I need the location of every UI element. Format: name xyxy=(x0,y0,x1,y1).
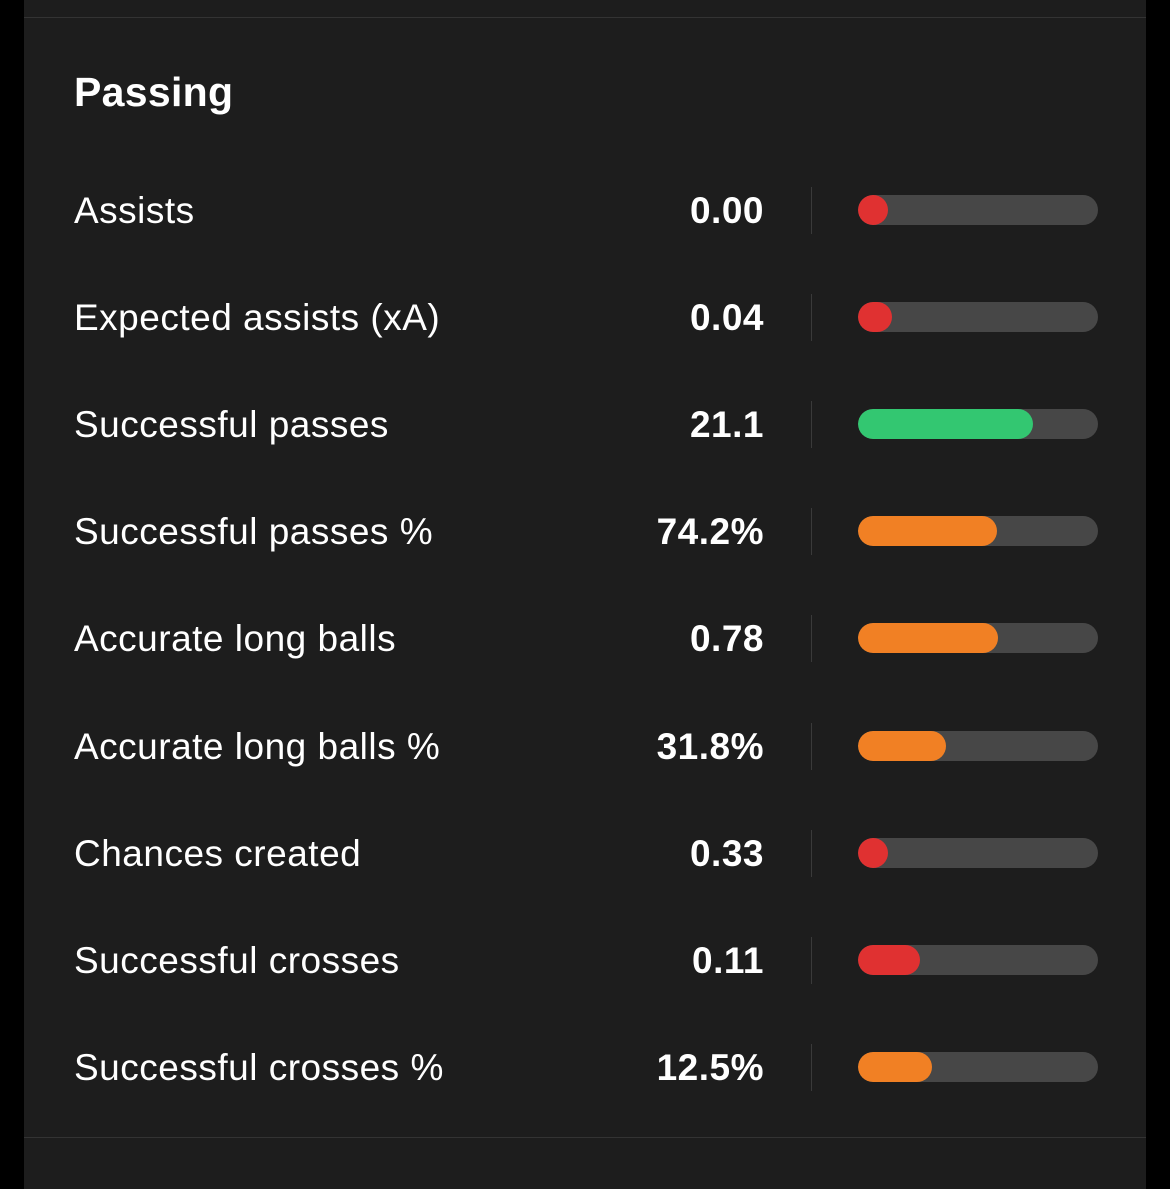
top-divider xyxy=(24,17,1146,18)
percentile-bar-track xyxy=(858,944,1098,975)
percentile-bar-track xyxy=(858,409,1098,440)
percentile-bar-fill xyxy=(858,730,946,761)
stat-value: 12.5% xyxy=(656,1046,764,1088)
stat-label: Successful passes xyxy=(74,404,389,446)
stat-label: Accurate long balls % xyxy=(74,725,441,767)
stat-label: Accurate long balls xyxy=(74,618,397,660)
stat-separator xyxy=(811,722,812,770)
passing-stats-card: Passing Assists 0.00 Expected assists (xA)… xyxy=(24,0,1146,1189)
stat-row-successful-passes[interactable]: Successful passes % 74.2% xyxy=(24,478,1146,585)
stat-label: Assists xyxy=(74,190,195,231)
percentile-bar-track xyxy=(858,623,1098,654)
stat-value: 0.11 xyxy=(692,939,764,981)
percentile-bar-track xyxy=(858,837,1098,868)
stat-row-successful-crosses[interactable]: Successful crosses % 12.5% xyxy=(24,1014,1146,1121)
stat-value: 21.1 xyxy=(689,404,764,446)
stat-label: Successful crosses % xyxy=(74,1046,444,1088)
stat-value: 74.2% xyxy=(656,511,764,553)
percentile-bar-track xyxy=(858,302,1098,333)
percentile-bar-fill xyxy=(858,944,920,975)
percentile-bar-fill xyxy=(858,516,997,547)
stat-row-accurate-long-balls[interactable]: Accurate long balls 0.78 xyxy=(24,585,1146,692)
stat-separator xyxy=(811,936,812,984)
percentile-bar-fill xyxy=(858,302,892,333)
percentile-bar-track xyxy=(858,730,1098,761)
stat-label: Chances created xyxy=(74,832,362,874)
bottom-divider xyxy=(24,1137,1146,1138)
stat-value: 0.33 xyxy=(689,832,764,874)
stat-separator xyxy=(811,615,812,663)
stat-separator xyxy=(811,1043,812,1091)
stat-label: Successful passes % xyxy=(74,511,434,553)
stat-row-successful-crosses[interactable]: Successful crosses 0.11 xyxy=(24,907,1146,1014)
stat-row-accurate-long-balls[interactable]: Accurate long balls % 31.8% xyxy=(24,693,1146,800)
stat-row-successful-passes[interactable]: Successful passes 21.1 xyxy=(24,371,1146,478)
percentile-bar-fill xyxy=(858,623,998,654)
percentile-bar-fill xyxy=(858,1051,932,1082)
stat-row-chances-created[interactable]: Chances created 0.33 xyxy=(24,800,1146,907)
stat-value: 31.8% xyxy=(656,725,764,767)
stat-row-expected-assists-xa[interactable]: Expected assists (xA) 0.04 xyxy=(24,264,1146,371)
percentile-bar-fill xyxy=(858,409,1033,440)
stat-separator xyxy=(811,401,812,449)
stat-row-assists[interactable]: Assists 0.00 xyxy=(24,157,1146,264)
stat-label: Expected assists (xA) xyxy=(74,297,441,339)
percentile-bar-track xyxy=(858,1051,1098,1082)
percentile-bar-fill xyxy=(858,195,888,225)
percentile-bar-fill xyxy=(858,837,888,868)
stat-separator xyxy=(811,187,812,234)
stat-separator xyxy=(811,508,812,556)
stat-value: 0.00 xyxy=(689,190,764,231)
percentile-bar-track xyxy=(858,195,1098,225)
stat-separator xyxy=(811,829,812,877)
stat-label: Successful crosses xyxy=(74,939,400,981)
percentile-bar-track xyxy=(858,516,1098,547)
stat-separator xyxy=(811,294,812,342)
section-title: Passing xyxy=(74,69,234,115)
stat-value: 0.78 xyxy=(689,618,764,660)
stat-value: 0.04 xyxy=(689,297,764,339)
